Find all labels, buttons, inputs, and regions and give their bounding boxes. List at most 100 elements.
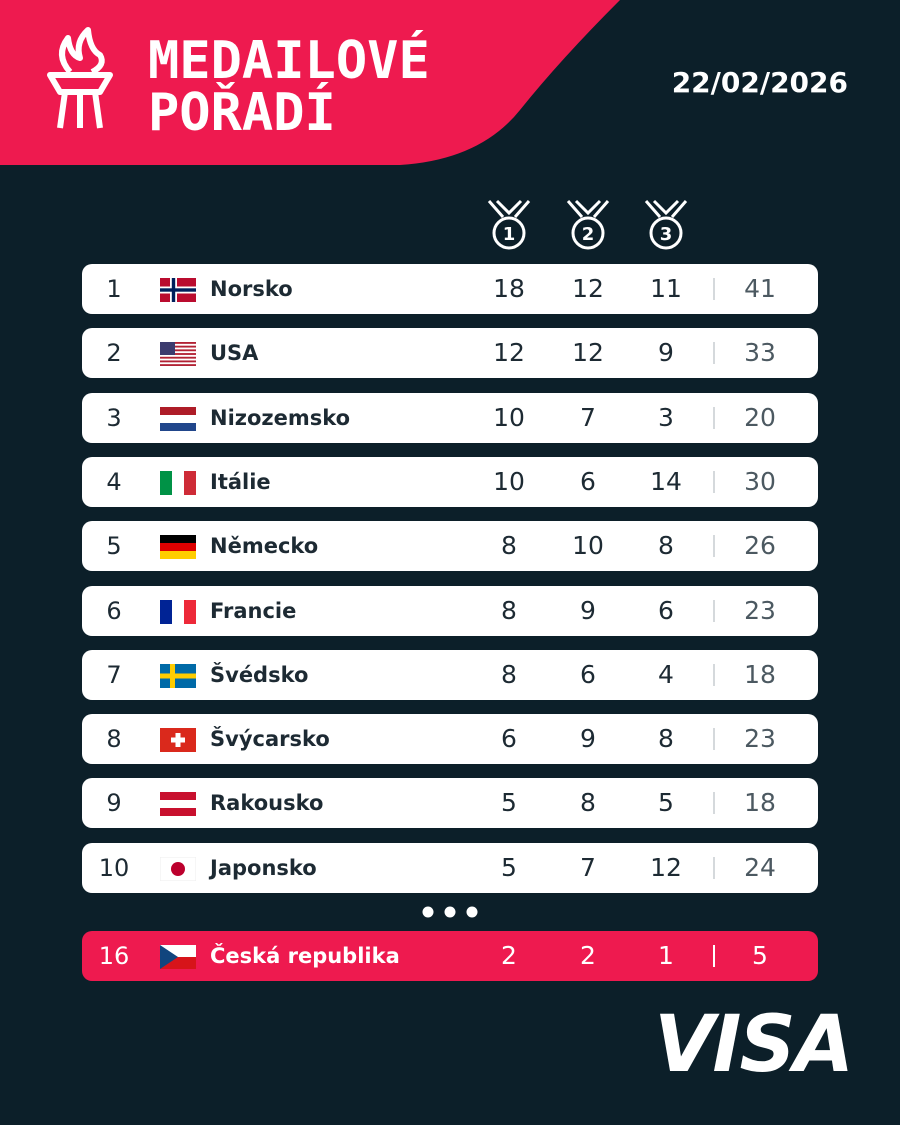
flag <box>160 856 196 881</box>
header-banner: MEDAILOVÉ POŘADÍ 22/02/2026 <box>0 0 848 165</box>
gold-count: 8 <box>501 531 517 561</box>
gold-count: 2 <box>501 941 517 970</box>
country: Švédsko <box>210 662 309 687</box>
country: Japonsko <box>210 855 317 880</box>
divider <box>713 856 715 879</box>
table-row: 6 Francie 8 9 6 23 <box>82 585 818 636</box>
bronze-count: 1 <box>658 941 674 970</box>
table-row: 8 Švýcarsko 6 9 8 23 <box>82 714 818 765</box>
gold-count: 10 <box>493 466 525 496</box>
bronze-count: 14 <box>650 466 682 496</box>
flag <box>160 663 196 688</box>
total-count: 5 <box>752 941 768 970</box>
rank: 1 <box>106 275 122 303</box>
gold-count: 6 <box>501 724 517 754</box>
flag <box>160 406 196 431</box>
flag <box>160 535 196 560</box>
silver-count: 6 <box>580 659 596 689</box>
total-count: 30 <box>744 466 776 496</box>
bronze-count: 3 <box>658 402 674 432</box>
country: Rakousko <box>210 791 324 816</box>
bronze-count: 8 <box>658 531 674 561</box>
table-row: 7 Švédsko 8 6 4 18 <box>82 649 818 700</box>
gold-count: 8 <box>501 659 517 689</box>
highlight-row: 16 Česká republika 2 2 1 5 <box>82 931 818 981</box>
date: 22/02/2026 <box>672 66 848 99</box>
table-row: 1 Norsko 18 12 11 41 <box>82 264 818 314</box>
total-count: 23 <box>744 595 776 625</box>
flag <box>160 945 196 969</box>
flag <box>160 599 196 624</box>
rank: 6 <box>106 596 122 625</box>
silver-count: 9 <box>580 595 596 625</box>
divider <box>713 728 715 751</box>
bronze-count: 4 <box>658 659 674 689</box>
bronze-count: 9 <box>658 338 674 368</box>
table-row: 3 Nizozemsko 10 7 3 20 <box>82 392 818 443</box>
country: USA <box>210 341 259 366</box>
flag <box>160 278 196 302</box>
divider <box>713 663 715 686</box>
rank: 16 <box>98 942 130 970</box>
torch-icon <box>47 27 113 129</box>
gold-count: 5 <box>501 852 517 882</box>
rank: 8 <box>106 725 122 754</box>
total-count: 41 <box>744 274 776 303</box>
silver-count: 10 <box>572 531 604 561</box>
country: Norsko <box>210 277 293 301</box>
silver-count: 6 <box>580 466 596 496</box>
divider <box>713 792 715 815</box>
divider <box>713 535 715 558</box>
ellipsis <box>422 906 478 918</box>
rank: 9 <box>106 789 122 818</box>
bronze-count: 6 <box>658 595 674 625</box>
country: Nizozemsko <box>210 405 351 430</box>
medal-icon: 1 <box>487 199 531 250</box>
divider <box>713 278 715 300</box>
flag <box>160 470 196 495</box>
silver-count: 9 <box>580 724 596 754</box>
silver-count: 2 <box>580 941 596 970</box>
title-line: MEDAILOVÉ <box>148 30 430 91</box>
medal-icon: 3 <box>644 199 688 250</box>
country: Německo <box>210 534 319 559</box>
title-line: POŘADÍ <box>148 81 336 143</box>
rank: 7 <box>106 660 122 689</box>
table-row: 9 Rakousko 5 8 5 18 <box>82 778 818 829</box>
country: Francie <box>210 598 297 623</box>
total-count: 24 <box>744 852 776 882</box>
divider <box>713 945 715 967</box>
medal-number: 1 <box>503 224 516 245</box>
medal-icons: 1 2 3 <box>487 199 688 250</box>
table-row: 2 USA 12 12 9 33 <box>82 328 818 379</box>
flag <box>160 792 196 817</box>
medal-number: 3 <box>660 224 673 245</box>
bronze-count: 5 <box>658 788 674 818</box>
silver-count: 7 <box>580 402 596 432</box>
gold-count: 8 <box>501 595 517 625</box>
silver-count: 7 <box>580 852 596 882</box>
total-count: 18 <box>744 659 776 689</box>
rank: 4 <box>106 467 122 496</box>
rank: 10 <box>98 853 130 882</box>
total-count: 33 <box>744 338 776 368</box>
silver-count: 12 <box>572 274 604 303</box>
country: Česká republika <box>210 944 400 968</box>
gold-count: 5 <box>501 788 517 818</box>
total-count: 26 <box>744 531 776 561</box>
flag <box>160 342 196 367</box>
total-count: 18 <box>744 788 776 818</box>
country: Itálie <box>210 469 271 494</box>
bronze-count: 12 <box>650 852 682 882</box>
rank: 3 <box>106 403 122 432</box>
table-row: 4 Itálie 10 6 14 30 <box>82 456 818 507</box>
table-row: 10 Japonsko 5 7 12 24 <box>82 842 818 893</box>
divider <box>713 342 715 365</box>
medal-number: 2 <box>582 224 595 245</box>
divider <box>713 599 715 622</box>
flag <box>160 728 196 753</box>
sponsor-logo: VISA <box>654 1000 854 1090</box>
table-row: 5 Německo 8 10 8 26 <box>82 521 818 572</box>
silver-count: 8 <box>580 788 596 818</box>
